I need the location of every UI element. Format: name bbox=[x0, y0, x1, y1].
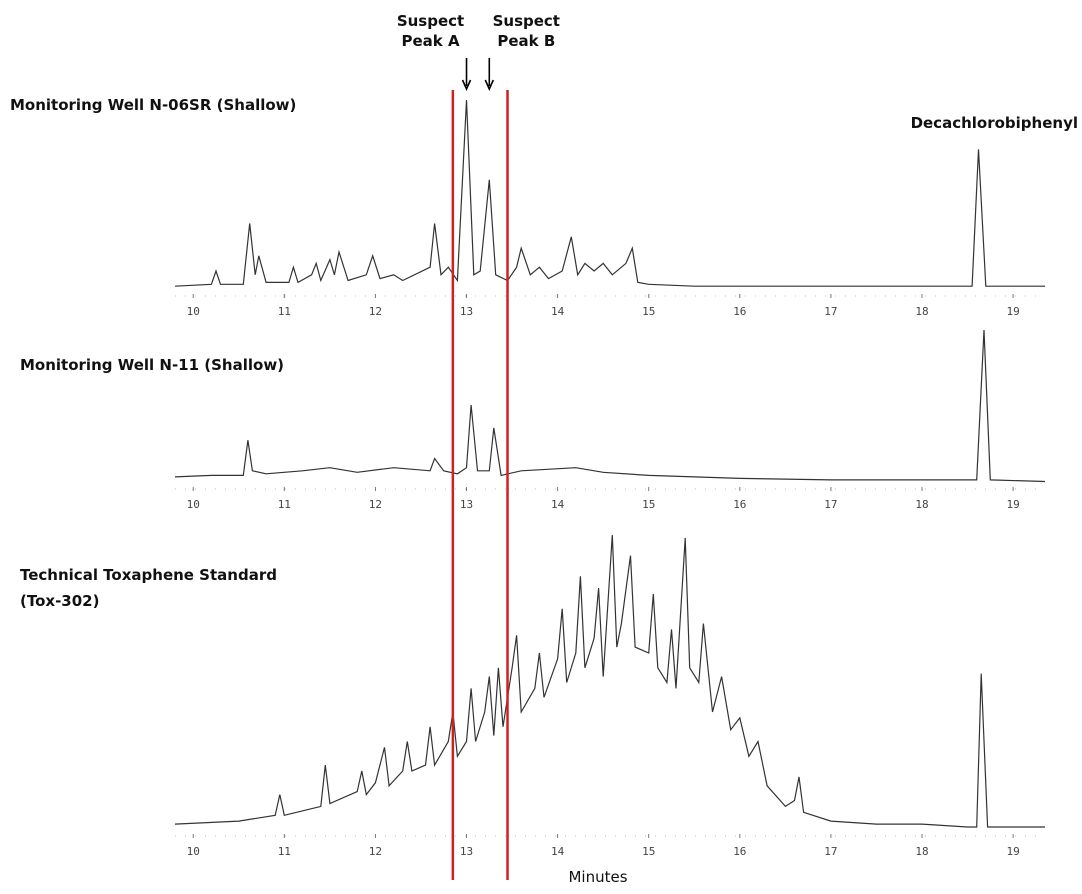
x-tick-label: 15 bbox=[642, 305, 655, 318]
x-tick-label: 14 bbox=[551, 498, 565, 511]
x-tick-label: 17 bbox=[824, 845, 837, 858]
x-tick-label: 10 bbox=[187, 305, 200, 318]
x-tick-label: 19 bbox=[1006, 498, 1019, 511]
x-tick-label: 16 bbox=[733, 305, 746, 318]
x-tick-label: 12 bbox=[369, 498, 382, 511]
x-tick-label: 12 bbox=[369, 305, 382, 318]
x-tick-label: 16 bbox=[733, 845, 746, 858]
peak-label: Decachlorobiphenyl bbox=[911, 114, 1078, 132]
chromatogram-trace bbox=[174, 99, 1045, 287]
annotation-text: Peak A bbox=[401, 32, 459, 50]
x-tick-label: 13 bbox=[460, 845, 473, 858]
trace-label: Technical Toxaphene Standard bbox=[20, 566, 277, 584]
x-tick-label: 15 bbox=[642, 498, 655, 511]
x-tick-label: 14 bbox=[551, 305, 565, 318]
trace-label: Monitoring Well N-06SR (Shallow) bbox=[10, 96, 296, 114]
annotation-text: Suspect bbox=[397, 12, 464, 30]
x-tick-label: 17 bbox=[824, 305, 837, 318]
x-axis-title: Minutes bbox=[568, 868, 627, 886]
x-tick-label: 14 bbox=[551, 845, 565, 858]
x-tick-label: 11 bbox=[278, 498, 291, 511]
x-tick-label: 18 bbox=[915, 305, 928, 318]
trace-label: Monitoring Well N-11 (Shallow) bbox=[20, 356, 284, 374]
annotation-arrowhead bbox=[484, 79, 495, 91]
annotation-text: Peak B bbox=[497, 32, 555, 50]
chromatogram-trace bbox=[174, 329, 1046, 483]
trace-label: (Tox-302) bbox=[20, 592, 99, 610]
x-tick-label: 15 bbox=[642, 845, 655, 858]
x-tick-label: 13 bbox=[460, 498, 473, 511]
x-tick-label: 12 bbox=[369, 845, 382, 858]
x-tick-label: 18 bbox=[915, 498, 928, 511]
x-tick-label: 11 bbox=[278, 845, 291, 858]
x-tick-label: 19 bbox=[1006, 305, 1019, 318]
x-tick-label: 19 bbox=[1006, 845, 1019, 858]
x-tick-label: 16 bbox=[733, 498, 746, 511]
x-tick-label: 11 bbox=[278, 305, 291, 318]
annotation-arrowhead bbox=[461, 79, 472, 91]
chromatogram-trace bbox=[174, 534, 1045, 828]
x-tick-label: 10 bbox=[187, 498, 200, 511]
x-tick-label: 17 bbox=[824, 498, 837, 511]
x-tick-label: 13 bbox=[460, 305, 473, 318]
annotation-text: Suspect bbox=[493, 12, 560, 30]
x-tick-label: 10 bbox=[187, 845, 200, 858]
x-tick-label: 18 bbox=[915, 845, 928, 858]
